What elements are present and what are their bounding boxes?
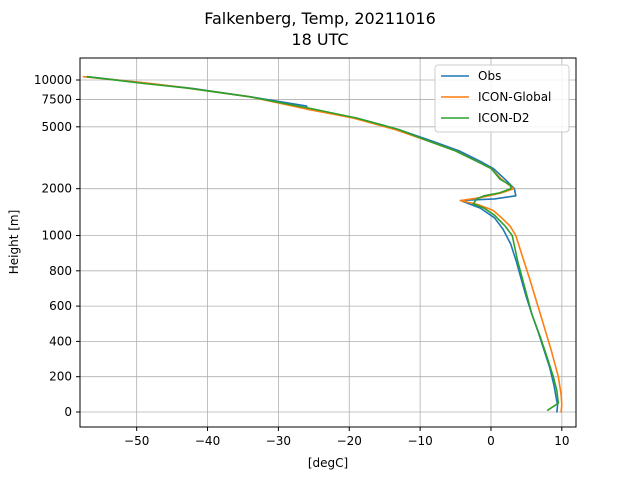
series-line-icon-d2: [86, 75, 560, 411]
y-tick-label: 800: [49, 264, 72, 278]
legend-label: ICON-Global: [478, 90, 551, 104]
legend: Obs ICON-Global ICON-D2: [434, 64, 570, 133]
x-tick-label: −50: [124, 434, 149, 448]
x-tick-label: −10: [407, 434, 432, 448]
y-tick-label: 5000: [41, 120, 72, 134]
y-tick-label: 1000: [41, 229, 72, 243]
y-axis-label: Height [m]: [7, 210, 21, 275]
y-tick-label: 0: [64, 405, 72, 419]
x-axis-label: [degC]: [308, 456, 348, 470]
y-tick-label: 600: [49, 299, 72, 313]
plot-frame: [79, 57, 577, 428]
x-axis: −50 −40 −30 −20 −10 0 10: [124, 427, 569, 448]
y-tick-label: 7500: [41, 92, 72, 106]
legend-box: [434, 64, 570, 133]
x-tick-label: −20: [337, 434, 362, 448]
chart-subtitle: 18 UTC: [291, 30, 348, 49]
y-tick-label: 200: [49, 370, 72, 384]
y-tick-label: 2000: [41, 182, 72, 196]
y-axis: 0 200 400 600 800 1000 2000 5000 7500 10000: [34, 73, 80, 419]
x-tick-label: −30: [266, 434, 291, 448]
data-lines: [82, 75, 563, 413]
x-tick-label: −40: [195, 434, 220, 448]
legend-label: Obs: [478, 69, 501, 83]
chart-title: Falkenberg, Temp, 20211016: [204, 9, 436, 28]
y-tick-label: 10000: [34, 73, 72, 87]
y-tick-label: 400: [49, 334, 72, 348]
x-tick-label: 10: [554, 434, 569, 448]
legend-label: ICON-D2: [478, 111, 530, 125]
x-tick-label: 0: [487, 434, 495, 448]
